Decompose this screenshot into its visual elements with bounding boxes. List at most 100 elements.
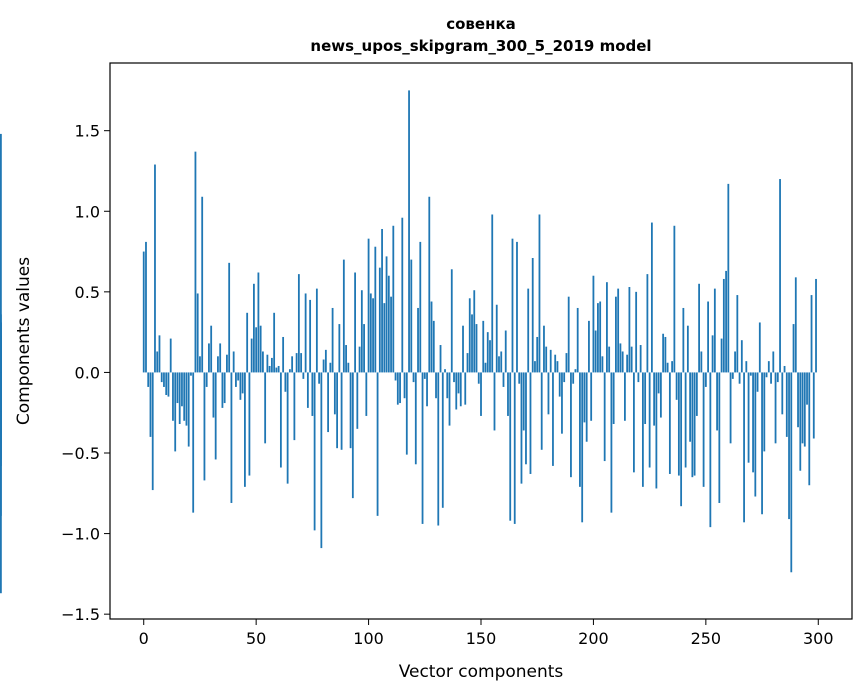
bar-212: [619, 343, 622, 373]
bar-130: [435, 372, 437, 399]
bar-104: [376, 372, 379, 516]
bar-76: [313, 372, 316, 531]
x-tick-label: 150: [466, 629, 497, 648]
bar-108: [385, 256, 388, 373]
bar-50: [255, 327, 258, 373]
bar-17: [181, 372, 183, 407]
bar-184: [556, 361, 559, 373]
bar-43: [239, 372, 242, 400]
bar-3: [149, 372, 152, 437]
bar-165: [513, 372, 516, 524]
bar-119: [410, 259, 413, 373]
y-tick-label: 0.0: [75, 363, 100, 382]
bar-254: [713, 288, 716, 373]
bar-298: [812, 372, 815, 439]
bar-48: [250, 338, 253, 373]
y-axis-ticks: −1.5 −1.0 −0.5 0.0 0.5 1.0 1.5: [61, 122, 110, 624]
bar-155: [491, 214, 494, 373]
bar-63: [284, 372, 287, 392]
bar-225: [648, 372, 651, 468]
bar-157: [495, 304, 498, 373]
bar-135: [446, 372, 449, 399]
bar-150: [480, 372, 482, 416]
bar-255: [716, 372, 718, 431]
bar-34: [219, 343, 222, 373]
bar-292: [799, 372, 802, 471]
bar-185: [558, 372, 561, 397]
bar-112: [394, 372, 397, 381]
bar-75: [311, 372, 314, 416]
bar-52: [259, 325, 262, 373]
bar-36: [223, 372, 226, 404]
bar-163: [509, 372, 512, 521]
bar-4: [151, 372, 154, 491]
bar-286: [785, 372, 788, 437]
bar-93: [351, 372, 354, 499]
bar-153: [486, 332, 489, 373]
bar-125: [423, 372, 426, 379]
bar-296: [808, 372, 811, 486]
bar-103: [374, 246, 377, 373]
bar-246: [695, 372, 698, 416]
bar-272: [754, 372, 757, 497]
bar-113: [396, 372, 399, 405]
bar-94: [354, 272, 356, 373]
bar-83: [329, 362, 332, 373]
bar-175: [536, 336, 539, 373]
bar-45: [244, 372, 246, 487]
y-tick-label: 1.0: [75, 202, 100, 221]
bar-190: [570, 372, 572, 478]
bar-234: [668, 372, 671, 474]
bar-67: [293, 372, 296, 441]
bar-159: [500, 351, 503, 373]
bar-195: [581, 372, 584, 523]
bar-204: [601, 356, 604, 373]
bar-126: [426, 372, 428, 407]
bar-271: [752, 372, 754, 473]
bar-237: [675, 372, 678, 400]
bar-undefined: [0, 372, 2, 594]
bar-22: [192, 372, 195, 513]
bar-199: [590, 372, 593, 421]
bar-74: [309, 299, 312, 373]
bar-114: [399, 372, 401, 404]
bar-68: [295, 353, 298, 373]
bar-290: [794, 277, 797, 373]
bar-206: [606, 282, 608, 373]
bar-71: [302, 372, 305, 379]
bar-90: [345, 345, 347, 373]
bar-282: [776, 372, 779, 383]
x-tick-label: 200: [578, 629, 609, 648]
bar-19: [185, 372, 188, 426]
bar-217: [630, 346, 633, 373]
bar-12: [169, 338, 172, 373]
bar-82: [327, 372, 329, 433]
bar-265: [738, 372, 741, 384]
bar-51: [257, 272, 260, 373]
bar-191: [572, 372, 575, 384]
bar-247: [698, 283, 700, 373]
bar-235: [671, 361, 674, 373]
bar-295: [806, 372, 808, 405]
bar-151: [482, 320, 485, 373]
bar-202: [597, 303, 599, 373]
bar-128: [430, 301, 433, 373]
bar-222: [641, 372, 644, 487]
bar-268: [745, 361, 748, 373]
bar-253: [711, 335, 714, 373]
bar-233: [666, 362, 669, 373]
bar-139: [455, 372, 458, 410]
bar-231: [662, 333, 665, 373]
bar-154: [489, 340, 491, 373]
bar-244: [691, 372, 694, 478]
y-tick-label: −1.5: [61, 605, 100, 624]
bar-116: [403, 372, 406, 399]
bar-57: [270, 357, 273, 373]
bar-16: [178, 372, 181, 424]
bar-278: [767, 361, 770, 373]
bar-85: [333, 372, 336, 415]
x-axis-label: Vector components: [399, 662, 564, 682]
bar-277: [765, 372, 768, 378]
bar-250: [704, 372, 707, 387]
bar-257: [720, 338, 723, 373]
